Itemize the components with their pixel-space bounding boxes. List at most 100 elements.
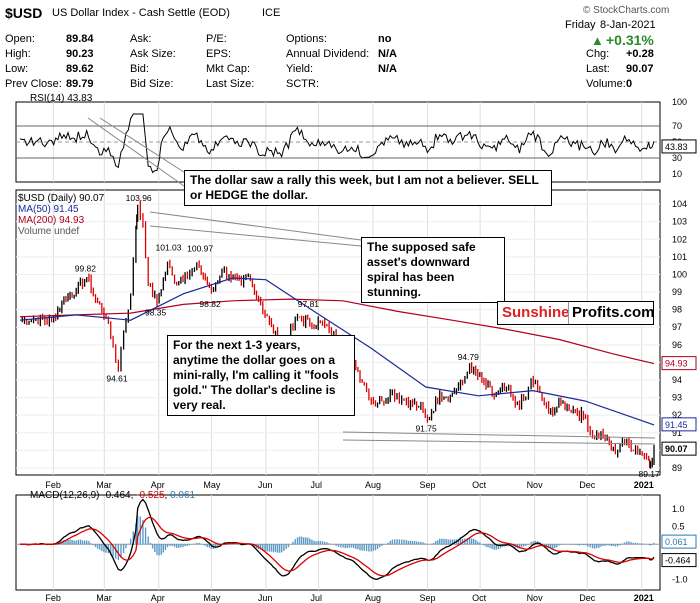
callout-pointer [342, 431, 656, 439]
macd-signal-line [20, 516, 655, 577]
callout-pointer [149, 225, 362, 247]
macd-panel [15, 494, 661, 591]
macd-month-label: Mar [96, 593, 112, 603]
instrument-name: US Dollar Index - Cash Settle (EOD) [52, 7, 230, 19]
quote-value: N/A [378, 48, 397, 60]
macd-hist-last: 0.061 [665, 537, 688, 547]
price-month-label: Jul [311, 480, 323, 490]
peak-label: 98.82 [199, 299, 221, 309]
quote-value: +0.28 [626, 48, 654, 60]
legend-entry: MA(200) 94.93 [18, 215, 85, 226]
macd-tick-label: -1.0 [672, 574, 688, 584]
quote-label: Ask: [130, 33, 152, 45]
price-month-label: Jun [258, 480, 273, 490]
price-tick-label: 101 [672, 252, 687, 262]
price-month-label: May [203, 480, 221, 490]
quote-label: Chg: [586, 48, 610, 60]
change-percent: +0.31% [606, 32, 654, 48]
price-tick-label: 96 [672, 340, 682, 350]
callout-pointer [342, 439, 656, 445]
price-tick-label: 103 [672, 217, 687, 227]
quote-value: 89.79 [66, 78, 94, 90]
ma200-last: 94.93 [665, 359, 688, 369]
price-tick-label: 102 [672, 234, 687, 244]
macd-tick-label: 1.0 [672, 504, 685, 514]
price-month-label: Mar [96, 480, 112, 490]
price-tick-label: 100 [672, 269, 687, 279]
peak-label: 98.35 [145, 307, 167, 317]
quote-label: Yield: [286, 63, 314, 75]
peak-label: 103.96 [126, 193, 152, 203]
quote-label: Last: [586, 63, 610, 75]
quote-value: no [378, 33, 392, 45]
symbol: $USD [5, 5, 43, 21]
quote-label: SCTR: [286, 78, 319, 90]
quote-value: N/A [378, 63, 397, 75]
price-month-label: Oct [472, 480, 487, 490]
macd-month-label: Feb [45, 593, 61, 603]
macd-month-label: Aug [365, 593, 381, 603]
day: Friday [565, 19, 596, 31]
price-tick-label: 89 [672, 463, 682, 473]
quote-label: Mkt Cap: [206, 63, 251, 75]
up-arrow-icon: ▲ [591, 33, 604, 48]
price-tick-label: 97 [672, 322, 682, 332]
price-tick-label: 94 [672, 375, 682, 385]
price-month-label: Sep [419, 480, 435, 490]
legend-entry: Volume undef [18, 226, 80, 237]
peak-label: 94.79 [458, 352, 480, 362]
peak-label: 94.61 [106, 373, 128, 383]
quote-label: P/E: [206, 33, 227, 45]
price-month-label: Nov [527, 480, 544, 490]
price-month-label: Aug [365, 480, 381, 490]
exchange: ICE [262, 7, 281, 19]
date: 8-Jan-2021 [600, 19, 656, 31]
quote-label: Ask Size: [130, 48, 176, 60]
quote-label: Last Size: [206, 78, 255, 90]
rsi-line [19, 113, 655, 174]
price-month-label: Feb [45, 480, 61, 490]
macd-month-label: 2021 [634, 593, 654, 603]
quote-label: Low: [5, 63, 29, 75]
quote-label: Prev Close: [5, 78, 62, 90]
quote-label: Open: [5, 33, 35, 45]
close-last-box [661, 441, 697, 456]
macd-label: MACD(12,26,9) -0.464, -0.525, 0.061 [30, 490, 196, 501]
price-month-label: Dec [579, 480, 596, 490]
ma200-line [19, 298, 655, 365]
legend-entry: MA(50) 91.45 [18, 204, 79, 215]
rsi-tick-label: 70 [672, 121, 682, 131]
quote-value: 90.23 [66, 48, 94, 60]
macd-last: -0.464 [665, 556, 691, 566]
quote-label: Bid: [130, 63, 149, 75]
price-panel [15, 189, 661, 476]
macd-month-label: Nov [527, 593, 544, 603]
macd-month-label: Sep [419, 593, 435, 603]
ma50-line [19, 277, 655, 426]
ma200-last-box [661, 356, 697, 371]
callout-fools-gold: For the next 1-3 years, anytime the doll… [167, 335, 355, 416]
price-month-label: Apr [151, 480, 165, 490]
rsi-last-box [661, 139, 697, 154]
rsi-tick-label: 10 [672, 169, 682, 179]
sunshine-profits-logo: Sunshine Profits.com [497, 301, 655, 325]
quote-label: Bid Size: [130, 78, 174, 90]
rsi-tick-label: 30 [672, 153, 682, 163]
ma50-last: 91.45 [665, 420, 688, 430]
callout-pointer [99, 117, 191, 177]
price-month-label: 2021 [634, 480, 654, 490]
price-tick-label: 93 [672, 393, 682, 403]
quote-value: 0 [626, 78, 633, 90]
price-tick-label: 91 [672, 428, 682, 438]
macd-last-box [661, 553, 697, 568]
macd-month-label: Jul [311, 593, 323, 603]
copyright: © StockCharts.com [583, 5, 670, 16]
quote-label: Options: [286, 33, 327, 45]
rsi-tick-label: 100 [672, 97, 687, 107]
quote-label: Volume: [586, 78, 626, 90]
macd-tick-label: 0.5 [672, 522, 685, 532]
macd-month-label: Dec [579, 593, 596, 603]
price-tick-label: 92 [672, 410, 682, 420]
macd-line [19, 498, 655, 580]
